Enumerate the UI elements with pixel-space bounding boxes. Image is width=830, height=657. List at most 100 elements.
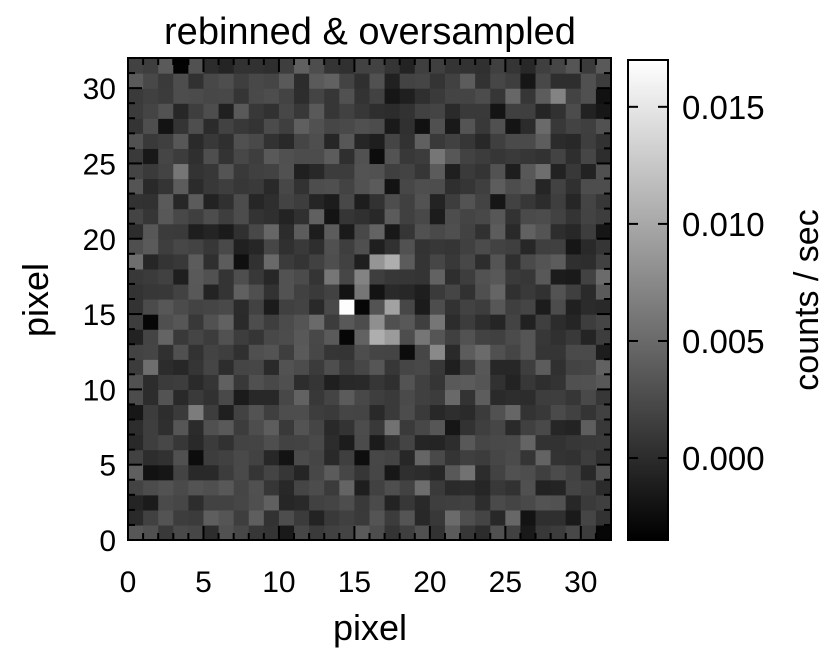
heatmap-cell <box>565 118 582 134</box>
heatmap-cell <box>550 148 567 165</box>
heatmap-cell <box>203 509 220 526</box>
heatmap-cell <box>248 464 265 481</box>
y-tick-labels: 0 5 10 15 20 25 30 <box>83 73 116 558</box>
heatmap-cell <box>535 314 552 330</box>
heatmap-cell <box>444 509 461 526</box>
heatmap-cell <box>173 389 189 406</box>
heatmap-cell <box>143 479 159 496</box>
heatmap-cell <box>309 208 325 225</box>
heatmap-cell <box>309 88 325 104</box>
heatmap-cell <box>414 238 431 255</box>
heatmap-cell <box>475 419 491 436</box>
heatmap-cell <box>309 359 325 375</box>
heatmap-cell <box>158 163 174 180</box>
heatmap-cell <box>520 223 537 240</box>
heatmap-cell <box>248 494 265 511</box>
heatmap-cell <box>490 88 506 104</box>
heatmap-cell <box>248 524 265 541</box>
heatmap-cell <box>384 223 401 240</box>
heatmap-cell <box>490 178 506 195</box>
heatmap-cell <box>128 404 144 421</box>
heatmap-cell <box>188 404 205 421</box>
heatmap-cell <box>505 118 522 134</box>
heatmap-cell <box>173 299 189 315</box>
heatmap-cell <box>475 88 491 104</box>
heatmap-cell <box>490 434 506 451</box>
heatmap-cell <box>354 419 371 436</box>
heatmap-cell <box>535 178 552 195</box>
heatmap-cell <box>399 238 416 255</box>
heatmap-cell <box>128 58 144 74</box>
heatmap-cell <box>233 133 250 149</box>
heatmap-cell <box>414 253 431 270</box>
heatmap-cell <box>444 118 461 134</box>
heatmap-cell <box>339 148 355 165</box>
y-tick-label: 30 <box>83 73 116 106</box>
heatmap-cell <box>218 374 235 390</box>
heatmap-cell <box>580 223 597 240</box>
heatmap-cell <box>460 268 476 285</box>
heatmap-cell <box>188 88 205 104</box>
heatmap-cell <box>595 479 612 496</box>
heatmap-cell <box>263 208 280 225</box>
heatmap-cell <box>460 103 476 119</box>
heatmap-cell <box>475 524 491 541</box>
heatmap-cell <box>535 268 552 285</box>
heatmap-cell <box>263 178 280 195</box>
heatmap-cell <box>505 344 522 360</box>
heatmap-cell <box>550 118 567 134</box>
heatmap-cell <box>505 88 522 104</box>
heatmap-cell <box>460 253 476 270</box>
heatmap-cell <box>324 449 340 466</box>
heatmap-cell <box>520 329 537 345</box>
heatmap-cell <box>399 314 416 330</box>
heatmap-cell <box>173 223 189 240</box>
heatmap-cell <box>263 103 280 119</box>
heatmap-cell <box>339 434 355 451</box>
heatmap-cell <box>309 509 325 526</box>
heatmap-cell <box>218 314 235 330</box>
heatmap-cell <box>580 299 597 315</box>
heatmap-cell <box>444 58 461 74</box>
heatmap-cell <box>505 329 522 345</box>
heatmap-cell <box>444 374 461 390</box>
heatmap-cell <box>203 434 220 451</box>
heatmap-cell <box>520 389 537 406</box>
heatmap-cell <box>294 223 310 240</box>
heatmap-cell <box>550 178 567 195</box>
heatmap-cell <box>399 359 416 375</box>
heatmap-cell <box>143 58 159 74</box>
heatmap-cell <box>233 299 250 315</box>
heatmap-cell <box>218 283 235 300</box>
heatmap-cell <box>520 148 537 165</box>
heatmap-cell <box>384 283 401 300</box>
heatmap-cell <box>369 344 386 360</box>
heatmap-cell <box>324 389 340 406</box>
heatmap-cell <box>414 314 431 330</box>
heatmap-cell <box>565 524 582 541</box>
heatmap-cell <box>233 163 250 180</box>
heatmap-cell <box>188 329 205 345</box>
heatmap-cell <box>263 193 280 210</box>
heatmap-cell <box>278 299 295 315</box>
heatmap-cell <box>384 494 401 511</box>
heatmap-cell <box>399 178 416 195</box>
heatmap-cell <box>565 299 582 315</box>
heatmap-cell <box>128 88 144 104</box>
heatmap-cell <box>203 494 220 511</box>
colorbar-ticks: 0.000 0.005 0.010 0.015 <box>628 89 765 477</box>
heatmap-cell <box>294 163 310 180</box>
heatmap-cell <box>580 133 597 149</box>
heatmap-cell <box>263 73 280 89</box>
heatmap-cell <box>369 178 386 195</box>
heatmap-cell <box>294 449 310 466</box>
heatmap-cell <box>595 509 612 526</box>
heatmap-cell <box>354 404 371 421</box>
heatmap-cell <box>339 268 355 285</box>
heatmap-cell <box>384 118 401 134</box>
heatmap-cell <box>354 223 371 240</box>
y-axis-label: pixel <box>15 263 56 337</box>
heatmap-cell <box>188 58 205 74</box>
heatmap-cell <box>520 509 537 526</box>
heatmap-cell <box>324 58 340 74</box>
